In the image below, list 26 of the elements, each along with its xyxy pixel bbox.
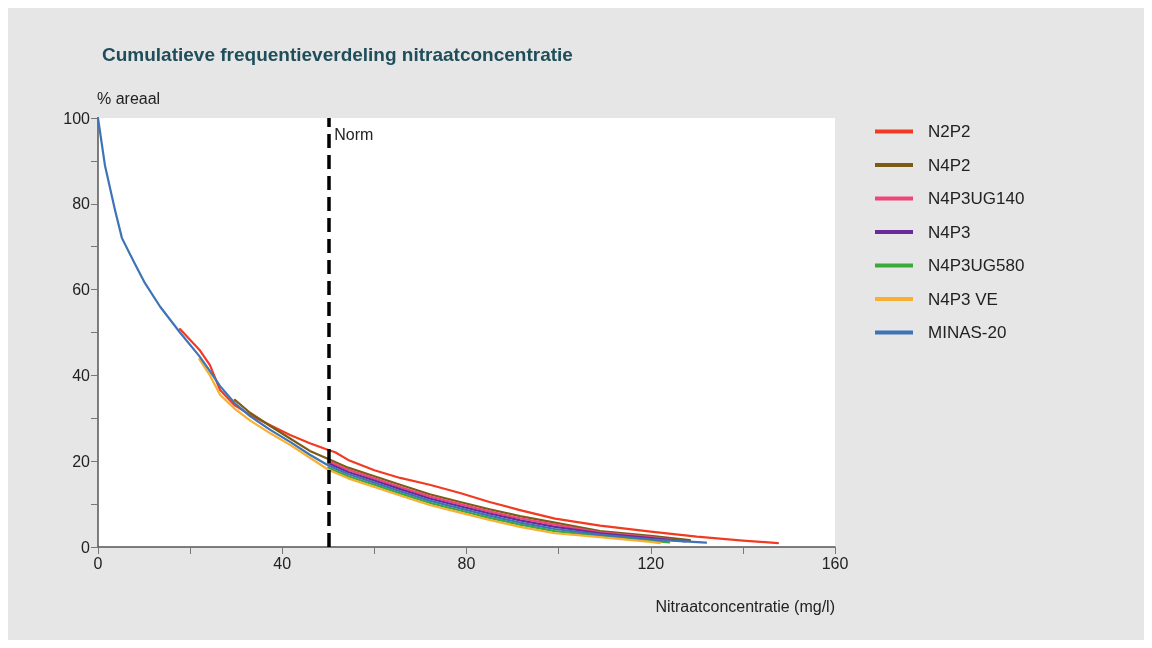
legend-label: N4P3UG140 <box>928 189 1025 208</box>
legend-label: N4P3 VE <box>928 289 998 309</box>
line-series <box>198 358 662 545</box>
y-tick-label: 40 <box>72 366 91 384</box>
y-tick-label: 0 <box>81 538 91 556</box>
legend-label: N4P3 <box>928 222 971 242</box>
line-series <box>233 398 691 542</box>
legend-label: N4P2 <box>928 155 971 175</box>
x-axis-title: Nitraatconcentratie (mg/l) <box>655 597 836 615</box>
ref-line-label: Norm <box>334 125 374 143</box>
chart-title: Cumulatieve frequentieverdeling nitraatconcentratie <box>102 44 573 65</box>
legend-label: N4P3UG580 <box>928 256 1025 275</box>
x-tick-label: 80 <box>457 554 476 572</box>
x-tick-label: 160 <box>821 554 849 572</box>
y-axis-title: % areaal <box>97 89 161 107</box>
x-tick-label: 0 <box>93 554 103 572</box>
y-tick-label: 80 <box>72 195 91 213</box>
legend-label: MINAS-20 <box>928 323 1007 342</box>
y-tick-label: 60 <box>72 281 91 299</box>
x-tick-label: 120 <box>637 554 665 572</box>
line-series <box>178 327 779 545</box>
x-tick-label: 40 <box>273 554 292 572</box>
line-series <box>96 116 708 544</box>
legend-label: N2P2 <box>928 122 971 141</box>
y-tick-label: 20 <box>72 452 91 470</box>
y-tick-label: 100 <box>63 109 91 127</box>
